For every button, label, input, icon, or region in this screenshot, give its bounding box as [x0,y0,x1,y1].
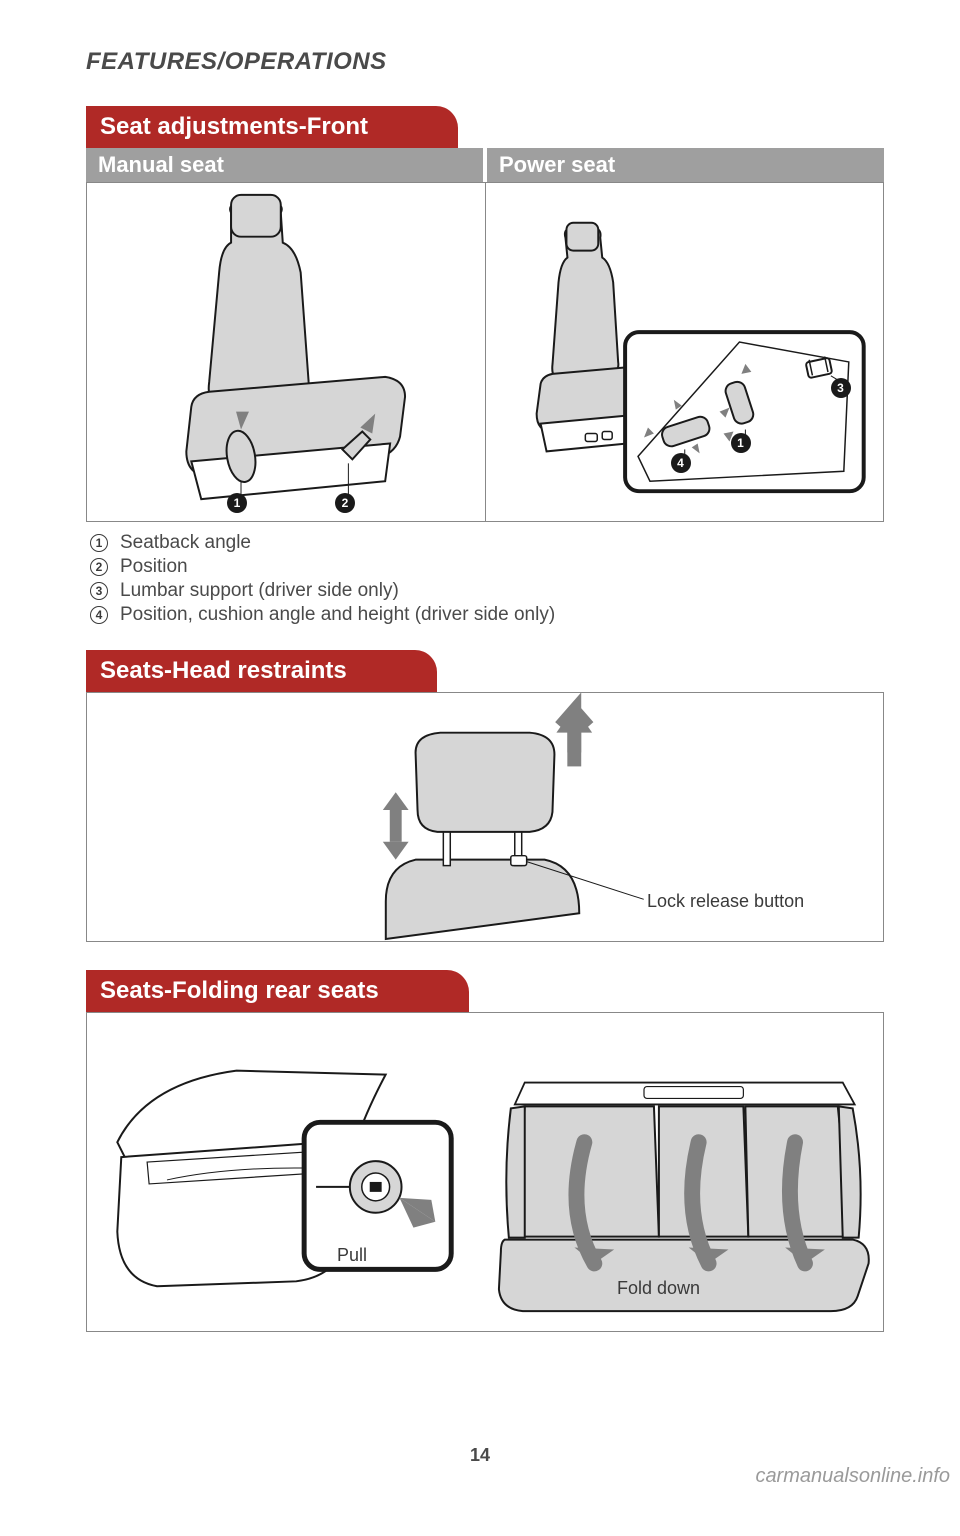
watermark: carmanualsonline.info [755,1465,950,1488]
legend-row: 2 Position [90,556,884,578]
diagram-head-restraints: Lock release button [86,692,884,942]
legend-text-2: Position [120,556,188,578]
diagram-row-seats: 1 2 [86,182,884,522]
callout-1: 1 [227,493,247,513]
callout-p4: 4 [671,453,691,473]
legend: 1 Seatback angle 2 Position 3 Lumbar sup… [90,532,884,626]
legend-text-1: Seatback angle [120,532,251,554]
sub-header-row: Manual seat Power seat [86,148,884,182]
legend-num-1: 1 [90,534,108,552]
diagram-manual-seat: 1 2 [86,182,486,522]
manual-seat-svg [87,183,485,521]
page-number: 14 [0,1445,960,1466]
section-tab-head-restraints: Seats-Head restraints [86,650,437,692]
legend-text-4: Position, cushion angle and height (driv… [120,604,555,626]
legend-num-4: 4 [90,606,108,624]
callout-p3: 3 [831,378,851,398]
callout-p1: 1 [731,433,751,453]
legend-text-3: Lumbar support (driver side only) [120,580,399,602]
label-fold-down: Fold down [617,1278,700,1299]
sub-header-power: Power seat [487,148,884,182]
label-lock-release: Lock release button [647,891,804,912]
callout-2: 2 [335,493,355,513]
page-heading: FEATURES/OPERATIONS [86,48,884,76]
sub-header-manual: Manual seat [86,148,483,182]
legend-row: 3 Lumbar support (driver side only) [90,580,884,602]
diagram-folding-rear: Pull Fold down [86,1012,884,1332]
diagram-power-seat: 1 3 4 [486,182,885,522]
legend-row: 1 Seatback angle [90,532,884,554]
section-tab-seat-adjustments: Seat adjustments-Front [86,106,458,148]
section-tab-folding-rear: Seats-Folding rear seats [86,970,469,1012]
folding-svg [87,1013,883,1331]
legend-num-3: 3 [90,582,108,600]
label-pull: Pull [337,1245,367,1266]
legend-row: 4 Position, cushion angle and height (dr… [90,604,884,626]
legend-num-2: 2 [90,558,108,576]
